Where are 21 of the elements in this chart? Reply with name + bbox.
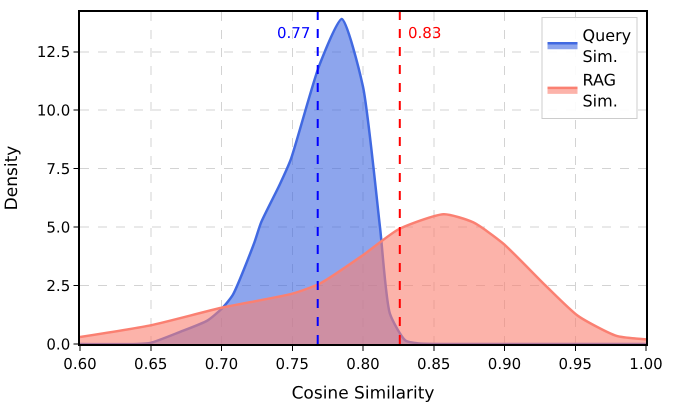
x-tick-label: 0.95 — [558, 354, 592, 373]
ref-line-label: 0.77 — [277, 24, 310, 42]
y-tick-label: 5.0 — [46, 218, 70, 236]
ref-line-label: 0.83 — [408, 24, 442, 42]
x-tick-label: 0.65 — [134, 354, 168, 373]
x-tick-label: 0.90 — [488, 354, 522, 373]
x-axis-title: Cosine Similarity — [292, 384, 434, 404]
y-axis-title: Density — [2, 146, 22, 210]
x-tick-label: 1.00 — [629, 354, 663, 373]
x-tick-label: 0.60 — [63, 354, 97, 373]
x-tick-label: 0.80 — [346, 354, 380, 373]
x-tick-label: 0.75 — [276, 354, 309, 373]
y-tick-label: 10.0 — [36, 101, 70, 120]
y-tick-label: 2.5 — [46, 276, 70, 295]
y-tick-label: 12.5 — [36, 43, 70, 61]
y-tick-label: 0.0 — [46, 335, 70, 354]
y-tick-label: 7.5 — [46, 160, 70, 178]
legend-label: RAG Sim. — [582, 70, 618, 111]
x-tick-label: 0.70 — [204, 354, 238, 373]
x-tick-label: 0.85 — [417, 354, 450, 373]
legend-label: Query Sim. — [582, 26, 632, 66]
